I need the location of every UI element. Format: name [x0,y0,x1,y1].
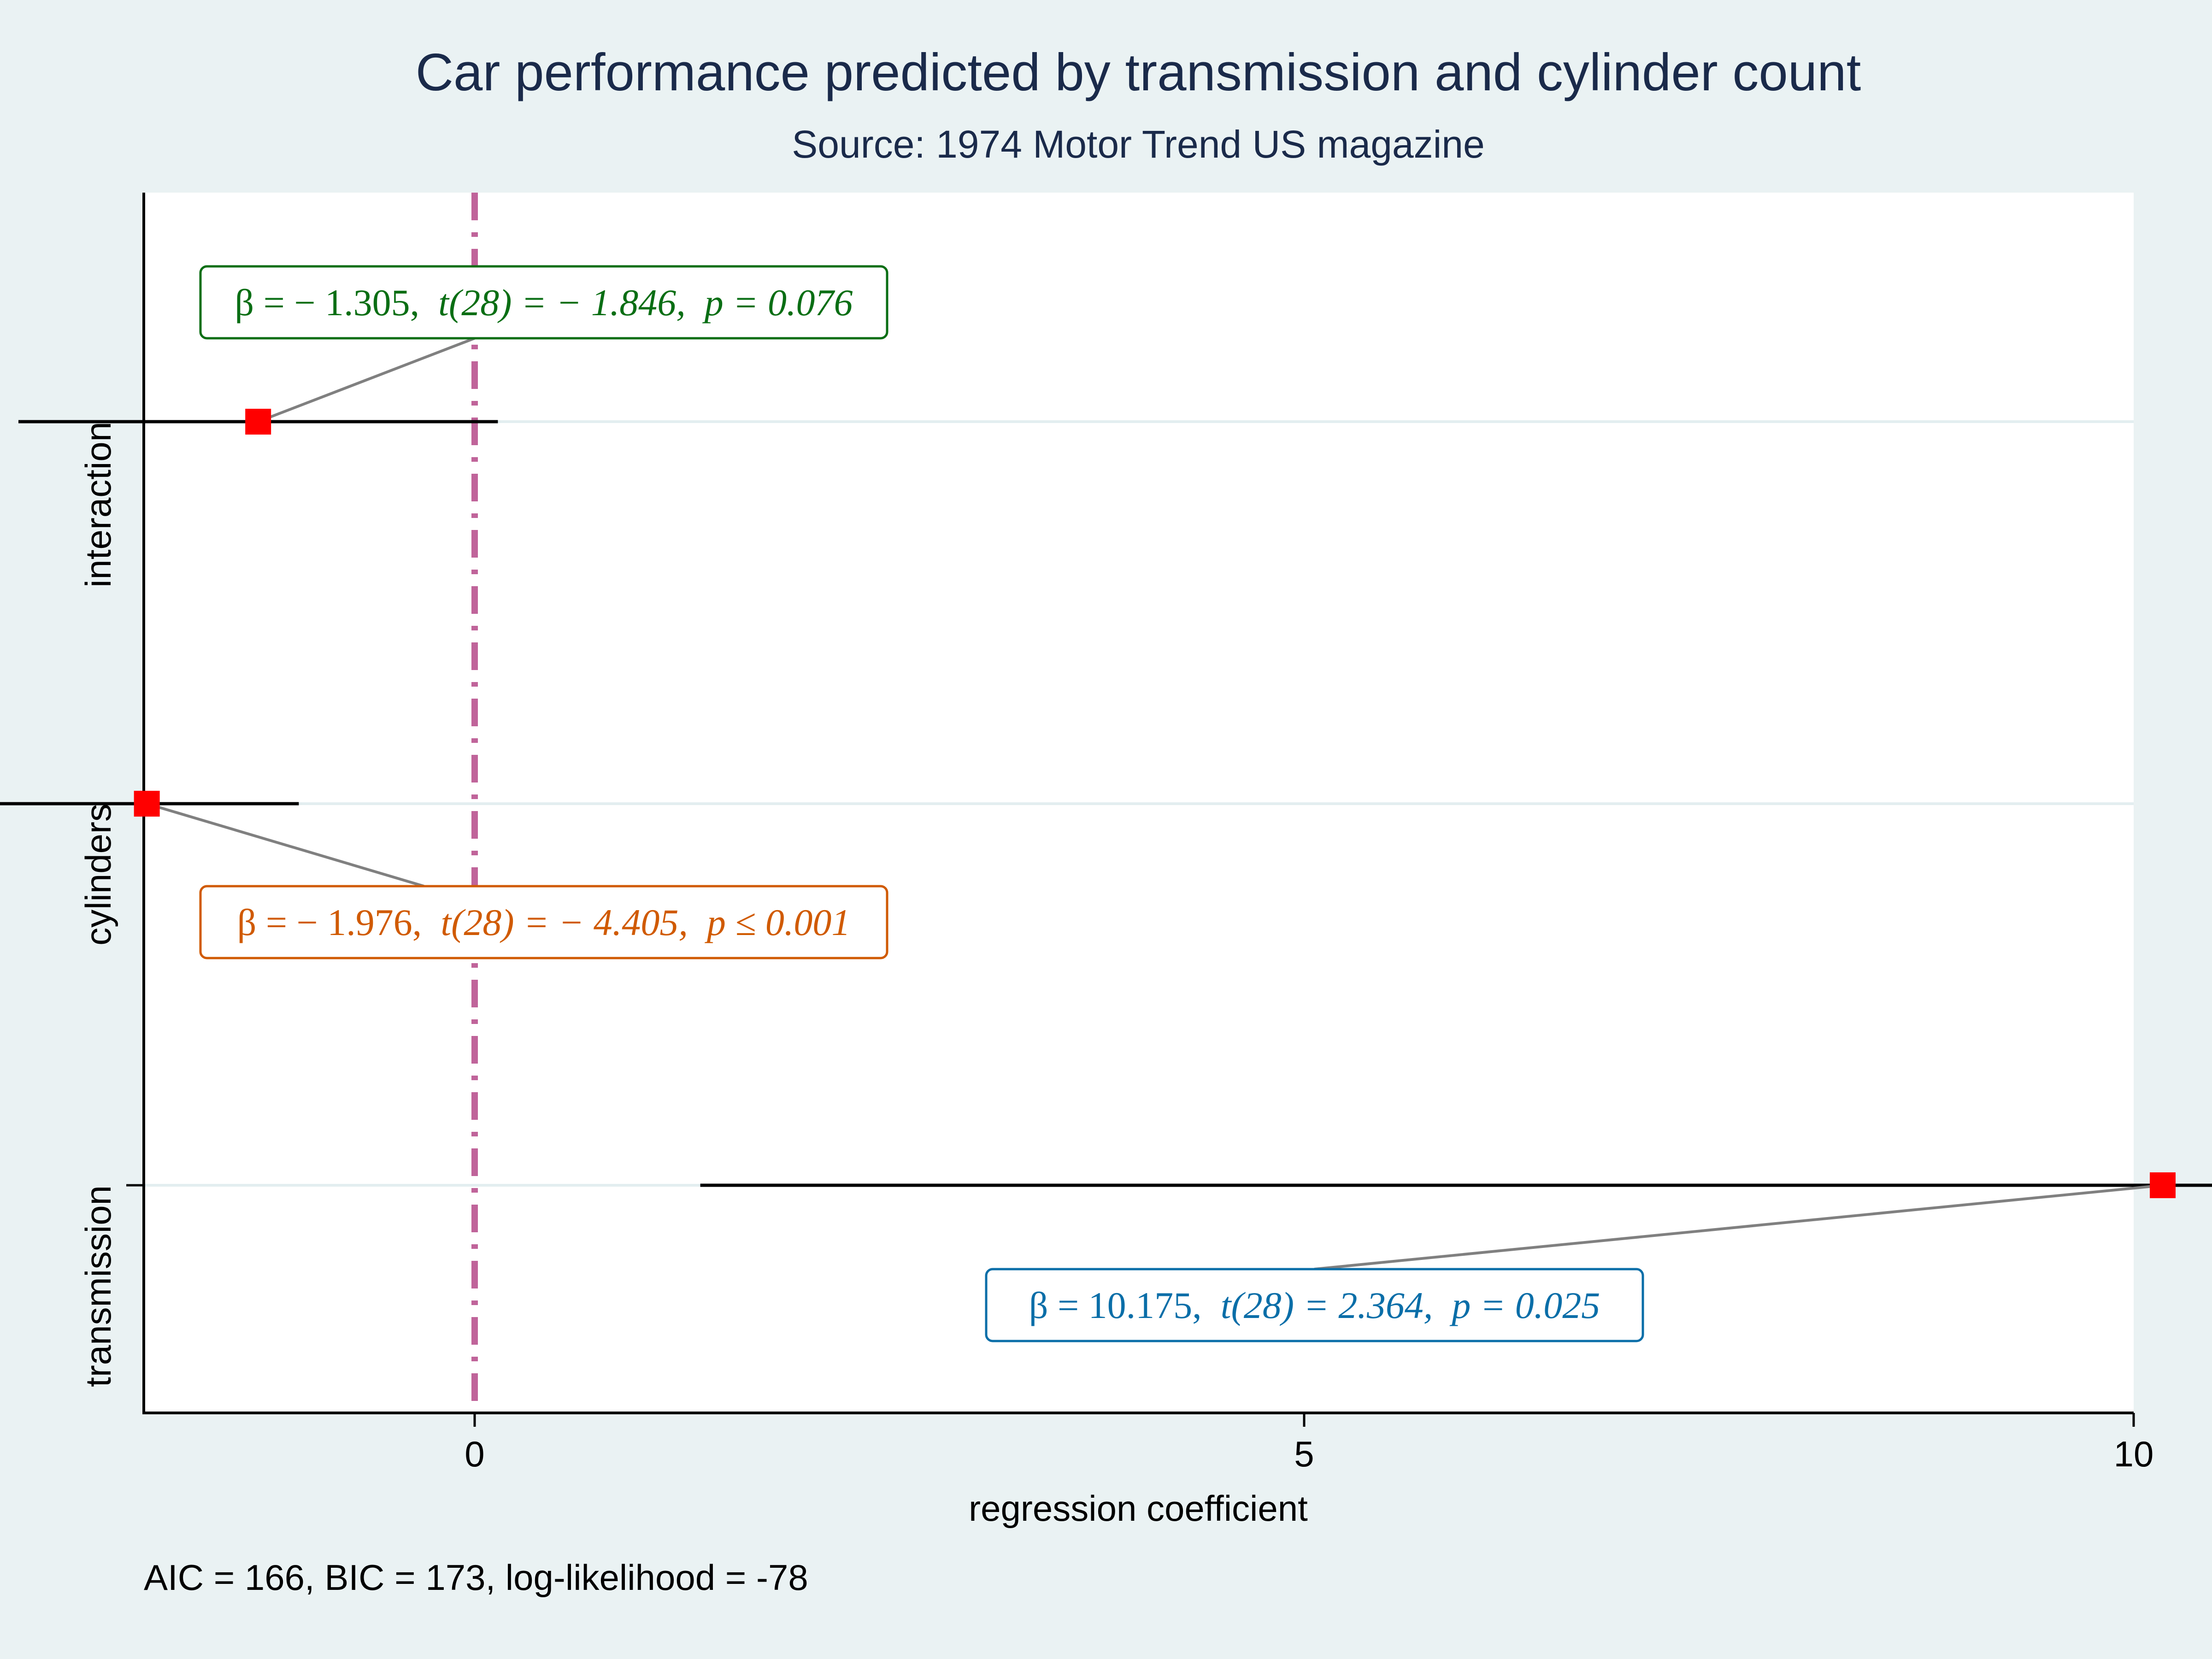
annotation-beta-interaction: β = − 1.305, [235,282,419,324]
point-interaction [245,409,271,435]
annotation-p-value-cylinders: p ≤ 0.001 [688,901,851,943]
x-tick-label-5: 5 [1294,1434,1314,1474]
annotation-p-value-interaction: p = 0.076 [686,282,853,324]
annotation-box-transmission [985,1268,1644,1342]
model-fit-note: AIC = 166, BIC = 173, log-likelihood = -… [144,1557,808,1598]
annotation-beta-transmission: β = 10.175, [1029,1284,1202,1326]
axis-layer: 05101520interactioncylinderstransmission [78,193,2154,1474]
annotation-text-transmission: β = 10.175, t(28) = 2.364, p = 0.025 [1029,1284,1600,1326]
annotation-beta-cylinders: β = − 1.976, [237,901,422,943]
annotation-t-stat-interaction: t(28) = − 1.846, [419,282,686,324]
annotation-box-interaction [199,265,888,340]
y-tick-label-cylinders: cylinders [78,804,118,946]
annotation-connector-interaction [258,337,476,423]
chart-subtitle: Source: 1974 Motor Trend US magazine [792,123,1484,166]
annotation-layer: β = − 1.305, t(28) = − 1.846, p = 0.076β… [199,265,1644,1342]
x-tick-label-10: 10 [2114,1434,2154,1474]
y-tick-label-transmission: transmission [78,1185,118,1387]
x-tick-label-0: 0 [465,1434,484,1474]
annotation-text-cylinders: β = − 1.976, t(28) = − 4.405, p ≤ 0.001 [237,901,851,943]
annotation-connector-transmission [1314,1184,2163,1271]
x-axis-label: regression coefficient [969,1488,1308,1529]
annotation-box-cylinders [199,885,888,959]
annotation-p-value-transmission: p = 0.025 [1433,1284,1600,1326]
annotation-t-stat-cylinders: t(28) = − 4.405, [422,901,688,943]
mark-layer [0,337,2212,1271]
chart-title: Car performance predicted by transmissio… [416,43,1861,102]
point-transmission [2150,1172,2176,1198]
annotation-connector-cylinders [146,802,424,888]
annotation-t-stat-transmission: t(28) = 2.364, [1202,1284,1433,1326]
y-tick-label-interaction: interaction [78,422,118,588]
point-cylinders [134,791,160,817]
annotation-text-interaction: β = − 1.305, t(28) = − 1.846, p = 0.076 [235,282,853,324]
